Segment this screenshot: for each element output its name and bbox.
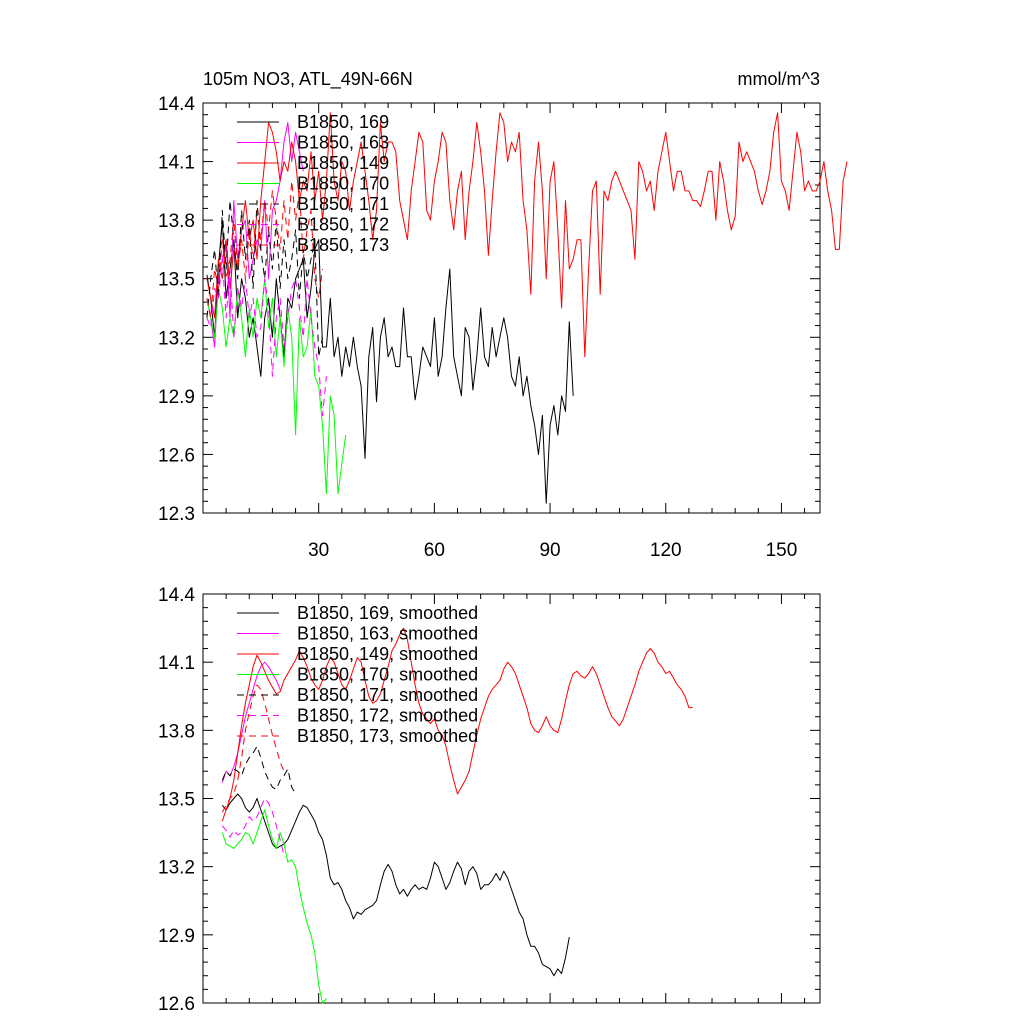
y-tick-label: 13.8: [158, 211, 195, 232]
panel-top: 105m NO3, ATL_49N-66N mmol/m^3 12.312.61…: [158, 69, 848, 561]
legend-label: B1850, 173, smoothed: [297, 726, 478, 746]
legend-label: B1850, 163, smoothed: [297, 624, 478, 644]
x-tick-label: 150: [766, 540, 798, 561]
legend-label: B1850, 171, smoothed: [297, 685, 478, 705]
series-group: [221, 627, 693, 1004]
x-tick-label: 120: [650, 540, 682, 561]
legend-label: B1850, 172, smoothed: [297, 706, 478, 726]
series-line-6: [206, 258, 327, 416]
legend-label: B1850, 173: [297, 235, 389, 255]
legend-label: B1850, 149, smoothed: [297, 644, 478, 664]
y-tick-label: 13.5: [158, 270, 195, 291]
tick-group: 12.3 12.6 12.9 13.2 13.5 13.8 14.1 14.4 30 60 90 12…: [158, 94, 820, 561]
series-group: [206, 112, 848, 504]
legend-label: B1850, 149: [297, 153, 389, 173]
series-line-5: [221, 745, 297, 795]
series-line-2: [221, 661, 281, 783]
legend-label: B1850, 170: [297, 174, 389, 194]
series-line-3: [206, 112, 848, 358]
y-tick-label: 12.3: [158, 504, 195, 525]
legend-label: B1850, 172: [297, 215, 389, 235]
series-line-5: [206, 200, 323, 358]
y-tick-label: 13.2: [158, 858, 195, 879]
y-tick-label: 12.9: [158, 387, 195, 408]
series-line-4: [206, 278, 347, 494]
x-tick-label: 30: [308, 540, 329, 561]
y-tick-label: 14.4: [158, 585, 195, 606]
y-tick-label: 12.6: [158, 445, 195, 466]
y-tick-label: 14.1: [158, 653, 195, 674]
y-tick-label: 12.6: [158, 994, 195, 1015]
series-line-7: [221, 684, 285, 813]
series-line-3: [221, 627, 693, 822]
plot-frame: [202, 102, 821, 514]
legend-label: B1850, 169, smoothed: [297, 603, 478, 623]
series-line-4: [221, 809, 327, 1004]
y-tick-label: 13.8: [158, 721, 195, 742]
y-tick-label: 13.2: [158, 328, 195, 349]
legend-label: B1850, 171: [297, 194, 389, 214]
legend-label: B1850, 163: [297, 133, 389, 153]
y-tick-label: 13.5: [158, 790, 195, 811]
x-tick-label: 90: [539, 540, 560, 561]
series-line-6: [221, 798, 285, 856]
y-tick-label: 14.4: [158, 94, 195, 115]
y-tick-label: 12.9: [158, 926, 195, 947]
tick-group: 12.6 12.9 13.2 13.5 13.8 14.1 14.4: [158, 585, 820, 1015]
units-label: mmol/m^3: [738, 69, 820, 89]
x-tick-label: 60: [424, 540, 445, 561]
legend-label: B1850, 170, smoothed: [297, 665, 478, 685]
series-line-7: [206, 180, 323, 319]
series-line-1: [221, 793, 570, 977]
y-tick-label: 14.1: [158, 153, 195, 174]
legend-label: B1850, 169: [297, 112, 389, 132]
panel-bottom: 12.6 12.9 13.2 13.5 13.8 14.1 14.4 B1850, 169,…: [158, 585, 821, 1015]
chart-title: 105m NO3, ATL_49N-66N: [203, 69, 413, 90]
